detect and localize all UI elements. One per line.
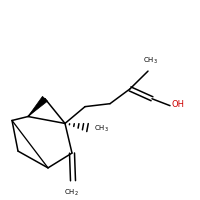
Text: OH: OH: [172, 100, 185, 109]
Text: CH$_3$: CH$_3$: [143, 56, 157, 66]
Text: CH$_3$: CH$_3$: [94, 124, 109, 134]
Text: CH$_2$: CH$_2$: [64, 188, 78, 198]
Polygon shape: [28, 96, 48, 117]
